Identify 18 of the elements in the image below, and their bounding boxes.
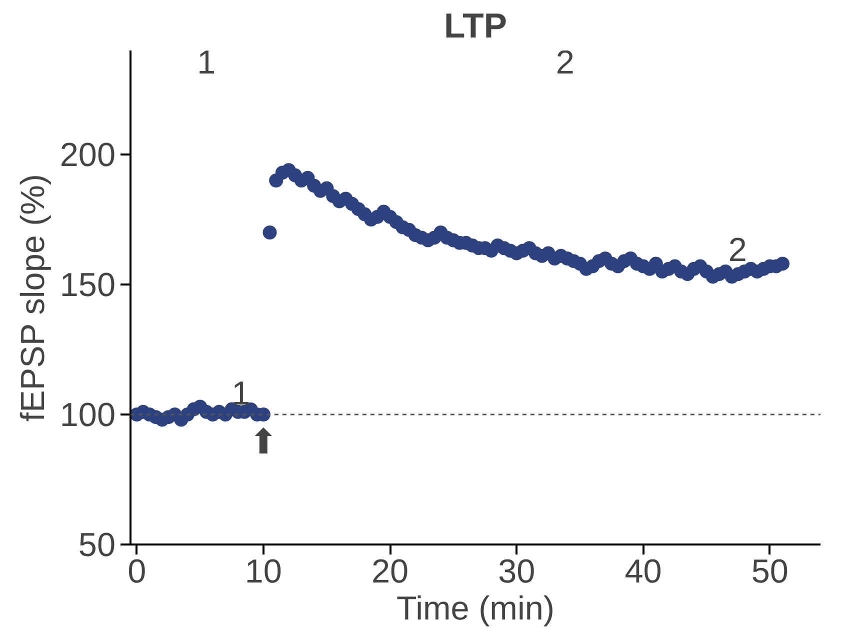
x-tick-label: 50 xyxy=(751,554,788,590)
annotation: 2 xyxy=(556,44,574,82)
y-tick-label: 150 xyxy=(60,267,116,304)
annotation: 2 xyxy=(728,232,747,270)
x-tick-label: 0 xyxy=(128,554,146,590)
annotation: 1 xyxy=(232,375,250,412)
y-axis-title: fEPSP slope (%) xyxy=(14,174,52,422)
chart-title: LTP xyxy=(444,8,507,46)
annotation: 1 xyxy=(197,44,216,82)
x-tick-label: 10 xyxy=(244,554,282,590)
x-axis-title: Time (min) xyxy=(396,590,554,628)
y-tick-label: 100 xyxy=(60,397,116,434)
x-tick-label: 20 xyxy=(372,554,409,590)
y-tick-label: 50 xyxy=(78,527,116,564)
x-tick-label: 40 xyxy=(624,554,662,590)
y-tick-label: 200 xyxy=(60,137,116,174)
x-tick-label: 30 xyxy=(498,554,536,590)
annotation: ⬆ xyxy=(248,422,278,462)
